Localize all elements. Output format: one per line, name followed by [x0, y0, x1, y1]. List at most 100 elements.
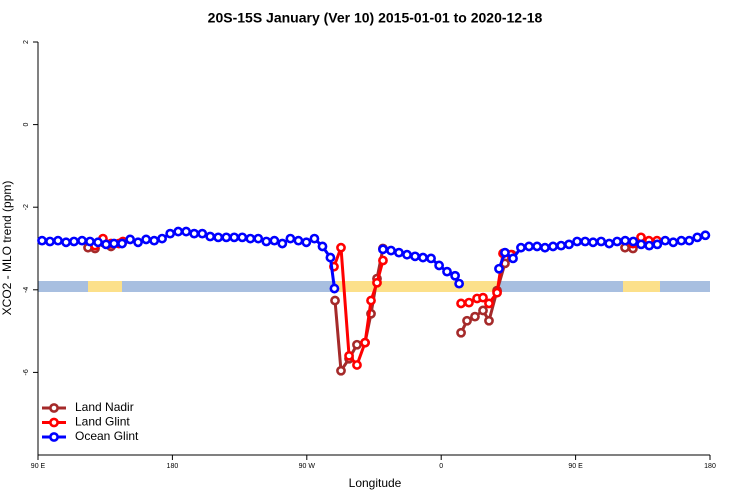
point: [45, 236, 55, 247]
point: [692, 232, 703, 243]
point: [53, 235, 63, 246]
point: [329, 283, 340, 294]
point: [556, 240, 567, 251]
point: [604, 238, 615, 249]
point: [700, 230, 711, 241]
point: [165, 228, 176, 239]
x-tick-label: 180: [704, 463, 716, 470]
x-tick-label: 90 E: [31, 463, 46, 470]
point: [434, 260, 445, 271]
legend-label: Land Glint: [75, 415, 130, 429]
land-band: [88, 281, 122, 292]
land-band: [623, 281, 660, 292]
point: [426, 253, 436, 264]
legend-marker: [49, 432, 59, 442]
land-band: [336, 281, 500, 292]
point: [330, 295, 340, 306]
point: [660, 235, 671, 246]
legend-label: Ocean Glint: [75, 429, 139, 443]
point: [612, 236, 623, 247]
point: [596, 236, 607, 247]
legend-marker: [49, 417, 59, 428]
y-tick-label: -4: [23, 287, 30, 293]
point: [221, 232, 232, 243]
point: [668, 237, 679, 248]
point: [213, 232, 224, 243]
point: [325, 252, 336, 263]
point: [378, 255, 388, 266]
point: [450, 270, 460, 281]
point: [402, 249, 412, 260]
point: [157, 233, 167, 244]
point: [456, 298, 466, 309]
point: [378, 244, 388, 255]
point: [69, 236, 79, 247]
point: [492, 287, 502, 298]
point: [245, 233, 256, 244]
y-tick-label: 2: [23, 40, 30, 44]
point: [410, 251, 420, 262]
point: [205, 231, 216, 242]
point: [37, 235, 47, 246]
point: [149, 235, 160, 246]
point: [478, 292, 488, 303]
point: [470, 311, 480, 322]
point: [454, 278, 465, 289]
point: [61, 237, 71, 248]
point: [93, 237, 103, 248]
x-tick-label: 180: [167, 463, 179, 470]
y-tick-label: -6: [23, 369, 30, 375]
point: [500, 247, 510, 258]
point: [564, 239, 574, 250]
point: [516, 242, 526, 253]
y-tick-label: 0: [23, 123, 30, 127]
point: [532, 241, 542, 252]
point: [508, 253, 518, 264]
point: [620, 235, 631, 246]
point: [101, 239, 111, 250]
point: [173, 226, 184, 237]
point: [125, 234, 136, 245]
point: [336, 365, 346, 376]
x-axis-label: Longitude: [349, 476, 402, 490]
point: [269, 235, 280, 246]
point: [360, 337, 370, 348]
point: [285, 233, 296, 244]
point: [580, 236, 591, 247]
y-axis-label: XCO2 - MLO trend (ppm): [0, 181, 14, 316]
point: [141, 234, 152, 245]
point: [442, 266, 452, 277]
point: [301, 237, 312, 248]
point: [85, 236, 95, 247]
point: [189, 228, 200, 239]
point: [181, 226, 192, 237]
point: [628, 236, 639, 247]
x-tick-label: 90 W: [299, 463, 316, 470]
point: [484, 315, 494, 326]
x-tick-label: 0: [439, 463, 443, 470]
point: [133, 237, 143, 248]
legend-label: Land Nadir: [75, 400, 134, 414]
point: [652, 239, 663, 250]
point: [494, 263, 504, 274]
point: [462, 315, 472, 326]
point: [344, 350, 354, 361]
point: [77, 235, 87, 246]
point: [684, 235, 695, 246]
point: [588, 237, 598, 248]
point: [456, 327, 466, 338]
point: [418, 252, 428, 263]
point: [352, 360, 362, 370]
x-tick-label: 90 E: [568, 463, 583, 470]
point: [478, 305, 488, 316]
point: [197, 228, 208, 239]
point: [309, 233, 320, 244]
point: [372, 277, 382, 288]
point: [636, 239, 647, 250]
point: [572, 236, 582, 247]
point: [253, 233, 264, 244]
point: [366, 295, 376, 306]
point: [109, 238, 119, 249]
